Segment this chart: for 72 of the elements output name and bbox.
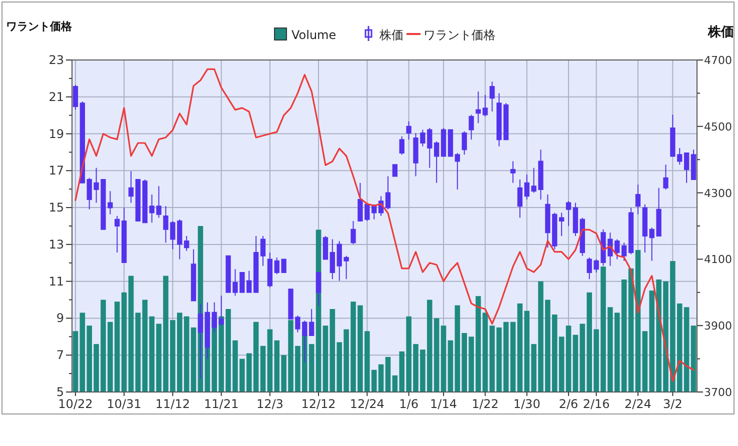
y2-tick-label: 3900: [704, 320, 732, 333]
y-tick-label: 5: [56, 385, 64, 399]
y-tick-label: 13: [48, 237, 64, 252]
x-tick-label: 11/12: [155, 397, 190, 411]
candlestick: [434, 140, 440, 184]
y2-tick-label: 4700: [704, 54, 732, 67]
candlestick: [260, 235, 266, 266]
y-tick-label: 15: [48, 200, 64, 215]
y-tick-label: 17: [48, 164, 64, 178]
candlestick: [184, 235, 190, 252]
candlestick: [440, 128, 446, 157]
candlestick: [454, 152, 460, 190]
candlestick: [309, 308, 314, 336]
legend-label: 株価: [378, 28, 404, 42]
y2-tick-label: 4300: [704, 186, 732, 200]
candlestick: [330, 238, 335, 280]
x-tick-label: 1/22: [472, 397, 499, 411]
candlestick: [267, 252, 272, 288]
x-tick-label: 2/24: [624, 397, 652, 411]
y-tick-label: 9: [56, 311, 64, 326]
candlestick: [635, 184, 641, 215]
candlestick: [399, 136, 404, 156]
candlestick: [246, 270, 252, 293]
candlestick: [316, 272, 322, 306]
x-tick-label: 12/24: [350, 397, 384, 411]
candlestick: [72, 84, 78, 110]
x-tick-label: 2/6: [558, 397, 578, 411]
x-tick-label: 10/22: [58, 397, 93, 411]
candlestick: [190, 248, 196, 302]
candlestick: [128, 170, 134, 204]
y-tick-label: 21: [48, 90, 64, 104]
candlestick: [496, 92, 502, 147]
x-tick-label: 1/14: [430, 397, 458, 411]
y-tick-label: 7: [56, 348, 64, 362]
y2-tick-label: 3700: [704, 386, 732, 399]
candlestick: [510, 160, 516, 184]
y-tick-label: 23: [48, 53, 64, 67]
candlestick: [642, 204, 648, 254]
candlestick: [468, 114, 474, 140]
candlestick: [448, 129, 454, 157]
candlestick: [622, 242, 627, 262]
y-axis-title: ワラント価格: [6, 20, 73, 33]
candlestick: [406, 120, 412, 140]
x-tick-label: 2/16: [582, 397, 610, 411]
x-tick-label: 12/3: [256, 397, 284, 411]
x-tick-label: 1/6: [399, 397, 418, 411]
y2-tick-label: 4500: [704, 120, 732, 134]
x-tick-label: 10/31: [106, 397, 142, 411]
candlestick: [684, 152, 690, 184]
legend-label: ワラント価格: [424, 28, 496, 42]
y-tick-label: 19: [48, 126, 64, 141]
y2-axis-title: 株価: [707, 25, 734, 40]
y2-tick-label: 4100: [704, 253, 732, 266]
candlestick: [566, 200, 572, 226]
candlestick: [462, 130, 467, 156]
x-tick-label: 3/2: [663, 397, 682, 411]
candlestick: [559, 212, 564, 236]
x-tick-label: 1/30: [513, 397, 540, 411]
candlestick: [253, 235, 259, 293]
candlestick: [663, 164, 668, 190]
candlestick: [114, 216, 120, 254]
candlestick: [385, 176, 391, 210]
candlestick: [490, 81, 495, 112]
x-tick-label: 12/12: [301, 397, 336, 411]
candlestick: [517, 179, 522, 218]
candlestick: [122, 207, 127, 264]
candlestick: [628, 207, 634, 255]
y-tick-label: 11: [48, 274, 64, 288]
candlestick: [572, 202, 578, 236]
legend-label: Volume: [292, 28, 336, 42]
x-tick-label: 11/21: [204, 397, 239, 411]
candlestick: [350, 220, 356, 245]
